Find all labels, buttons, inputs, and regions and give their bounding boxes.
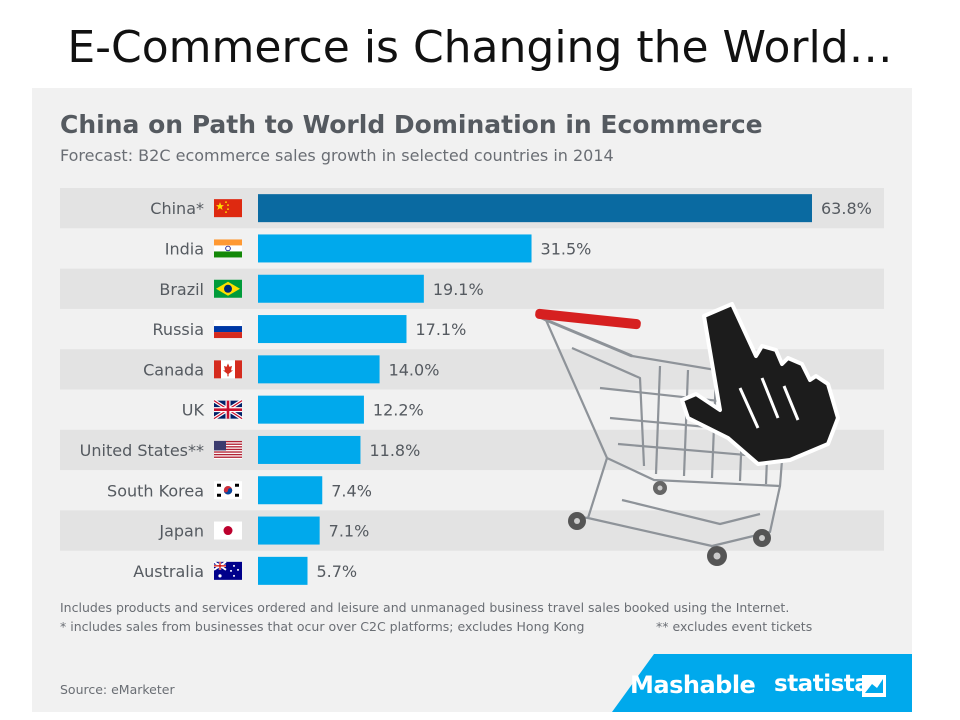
australia-flag-icon (213, 561, 242, 580)
row-stripe (60, 268, 884, 309)
footnote-scope: Includes products and services ordered a… (60, 600, 790, 615)
bar (258, 556, 308, 585)
value-label: 12.2% (373, 401, 424, 420)
category-label: Japan (158, 522, 204, 541)
source-note: Source: eMarketer (60, 682, 175, 697)
value-label: 63.8% (821, 199, 872, 218)
brand-band (612, 654, 912, 712)
value-label: 7.1% (329, 522, 370, 541)
usa-flag-icon (214, 440, 242, 459)
category-label: South Korea (107, 481, 204, 500)
russia-flag-icon (214, 320, 242, 339)
category-label: Australia (133, 562, 204, 581)
bar (258, 315, 407, 344)
footnote-us: ** excludes event tickets (656, 619, 813, 634)
uk-flag-icon (213, 399, 243, 421)
bar (258, 194, 812, 223)
shopping-cart-cursor-icon (535, 302, 840, 566)
south-korea-flag-icon (214, 481, 242, 500)
infographic: China* 63.8% India 31.5% Brazil 19.1% Russia 17… (32, 88, 912, 712)
brazil-flag-icon (214, 279, 242, 298)
value-label: 11.8% (369, 441, 420, 460)
chart-title: China on Path to World Domination in Eco… (60, 110, 763, 139)
category-label: Russia (153, 320, 204, 339)
bar-chart: China* 63.8% India 31.5% Brazil 19.1% Russia 17… (60, 188, 884, 585)
india-flag-icon (214, 239, 242, 258)
bar (258, 435, 361, 464)
chart-subtitle: Forecast: B2C ecommerce sales growth in … (60, 146, 614, 165)
bar (258, 476, 323, 505)
bar (258, 274, 424, 303)
value-label: 5.7% (316, 562, 357, 581)
bar (258, 395, 364, 424)
statista-mark-icon (862, 675, 886, 697)
china-flag-icon (214, 199, 242, 218)
category-label: United States** (80, 441, 204, 460)
mashable-logo: Mashable (630, 671, 756, 699)
footnote-china: * includes sales from businesses that oc… (60, 619, 585, 634)
category-label: UK (182, 401, 205, 420)
category-label: India (165, 239, 204, 258)
value-label: 17.1% (415, 320, 466, 339)
category-label: Brazil (159, 280, 204, 299)
value-label: 19.1% (433, 280, 484, 299)
category-label: China* (150, 199, 204, 218)
statista-logo: statista (774, 671, 870, 697)
japan-flag-icon (214, 521, 242, 540)
value-label: 31.5% (541, 239, 592, 258)
bar (258, 234, 532, 263)
category-label: Canada (143, 360, 204, 379)
bar (258, 355, 380, 384)
value-label: 14.0% (389, 360, 440, 379)
canada-flag-icon (214, 360, 242, 379)
value-label: 7.4% (331, 481, 372, 500)
slide-title: E-Commerce is Changing the World… (67, 22, 893, 73)
bar (258, 516, 320, 545)
